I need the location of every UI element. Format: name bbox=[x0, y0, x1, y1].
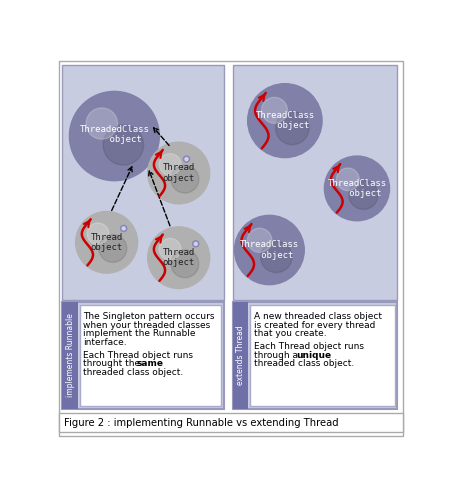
Circle shape bbox=[248, 228, 272, 252]
Circle shape bbox=[121, 225, 127, 232]
Text: interface.: interface. bbox=[83, 338, 127, 347]
Circle shape bbox=[261, 242, 292, 273]
Circle shape bbox=[86, 108, 117, 139]
Circle shape bbox=[171, 165, 199, 193]
Circle shape bbox=[159, 238, 181, 260]
Text: Thread
object: Thread object bbox=[90, 233, 123, 252]
Circle shape bbox=[324, 156, 390, 221]
Text: throught the: throught the bbox=[83, 359, 149, 369]
Circle shape bbox=[103, 125, 144, 165]
Text: same: same bbox=[136, 359, 163, 369]
Text: unique: unique bbox=[297, 351, 332, 360]
Circle shape bbox=[122, 227, 125, 230]
Circle shape bbox=[248, 84, 322, 157]
Circle shape bbox=[183, 156, 189, 162]
Text: Thread
object: Thread object bbox=[162, 248, 195, 267]
Text: through a: through a bbox=[254, 351, 306, 360]
Circle shape bbox=[349, 180, 378, 210]
Text: Figure 2 : implementing Runnable vs extending Thread: Figure 2 : implementing Runnable vs exte… bbox=[64, 418, 338, 428]
Bar bbox=[58, 413, 403, 431]
Circle shape bbox=[69, 92, 159, 181]
Text: ThreadedClass
    object: ThreadedClass object bbox=[80, 125, 149, 144]
Bar bbox=[63, 302, 78, 409]
Circle shape bbox=[194, 242, 197, 246]
Circle shape bbox=[261, 97, 288, 123]
Circle shape bbox=[185, 157, 188, 161]
Circle shape bbox=[76, 212, 138, 273]
Bar bbox=[233, 302, 248, 409]
Text: A new threaded class object: A new threaded class object bbox=[254, 312, 382, 321]
Text: The Singleton pattern occurs: The Singleton pattern occurs bbox=[83, 312, 215, 321]
Circle shape bbox=[148, 227, 210, 288]
Bar bbox=[63, 65, 224, 300]
Text: Each Thread object runs: Each Thread object runs bbox=[83, 351, 194, 360]
Text: threaded class object.: threaded class object. bbox=[83, 368, 184, 377]
Text: extends Thread: extends Thread bbox=[236, 326, 245, 385]
Bar bbox=[233, 302, 397, 409]
Circle shape bbox=[337, 168, 359, 191]
Circle shape bbox=[171, 250, 199, 277]
Circle shape bbox=[87, 223, 109, 245]
Bar bbox=[80, 305, 221, 406]
Circle shape bbox=[275, 111, 309, 145]
Circle shape bbox=[99, 235, 127, 262]
Text: ThreadClass
   object: ThreadClass object bbox=[328, 179, 387, 198]
Circle shape bbox=[159, 154, 181, 175]
Text: ThreadClass
   object: ThreadClass object bbox=[240, 240, 299, 260]
Circle shape bbox=[193, 241, 199, 247]
Text: Each Thread object runs: Each Thread object runs bbox=[254, 342, 364, 351]
Circle shape bbox=[234, 215, 304, 285]
Circle shape bbox=[148, 142, 210, 204]
Bar bbox=[250, 305, 395, 406]
Bar bbox=[63, 302, 224, 409]
Text: when your threaded classes: when your threaded classes bbox=[83, 321, 211, 330]
Text: implement the Runnable: implement the Runnable bbox=[83, 329, 196, 338]
Text: Thread
object: Thread object bbox=[162, 163, 195, 183]
Text: ThreadClass
   object: ThreadClass object bbox=[255, 111, 315, 130]
Text: is created for every thread: is created for every thread bbox=[254, 321, 375, 330]
Bar bbox=[233, 65, 397, 300]
Text: that you create.: that you create. bbox=[254, 329, 327, 338]
Text: threaded class object.: threaded class object. bbox=[254, 359, 354, 369]
Text: implements Runnable: implements Runnable bbox=[66, 313, 75, 398]
